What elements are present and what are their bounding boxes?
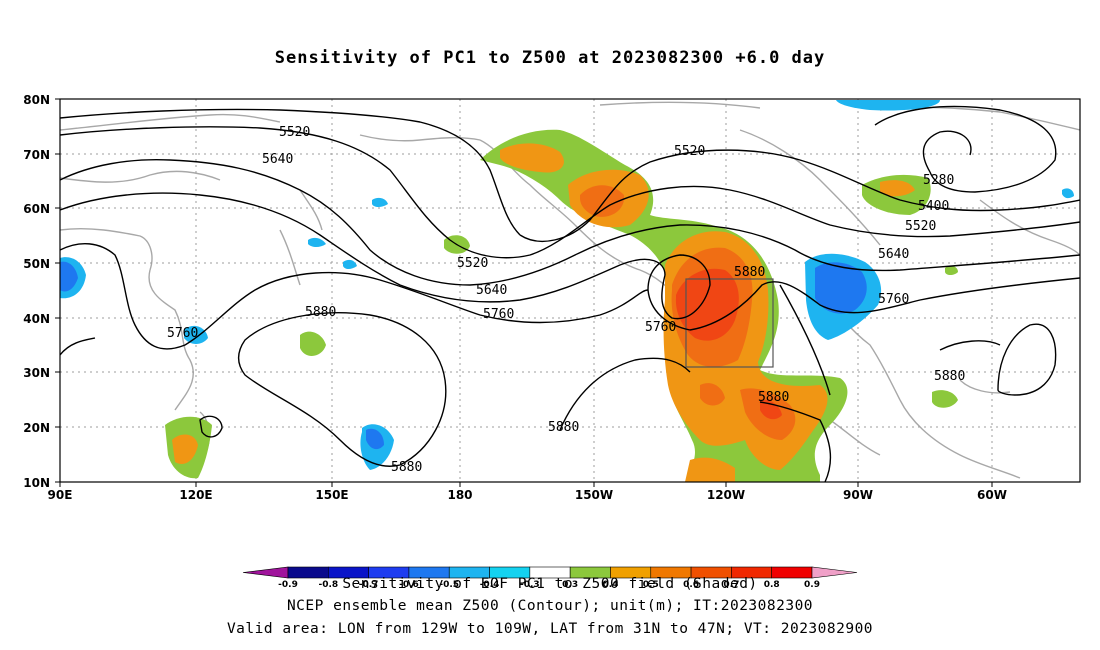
lon-tick-label: 90E <box>48 488 73 502</box>
lat-axis <box>55 98 60 483</box>
contour-label: 5880 <box>934 369 965 384</box>
lat-tick-label: 30N <box>23 366 50 380</box>
lat-tick-label: 50N <box>23 257 50 271</box>
lon-tick-label: 120W <box>707 488 745 502</box>
contour-label: 5640 <box>262 152 293 167</box>
contour-label: 5520 <box>457 256 488 271</box>
lat-tick-label: 10N <box>23 476 50 490</box>
colorbar-tick-label: -0.8 <box>318 580 338 590</box>
colorbar-tick-label: 0.9 <box>804 580 820 590</box>
colorbar-segment <box>811 566 858 579</box>
chart-title: Sensitivity of PC1 to Z500 at 2023082300… <box>274 48 826 68</box>
colorbar-tick-label: 0.5 <box>643 580 659 590</box>
contour-label: 5880 <box>391 460 422 475</box>
caption-contour: NCEP ensemble mean Z500 (Contour); unit(… <box>286 598 814 614</box>
colorbar: -0.9 -0.8 -0.7 -0.6 -0.5 -0.4 -0.3 0.3 0.4 0.5 0.6… <box>242 566 858 590</box>
contour-label: 5760 <box>483 307 514 322</box>
colorbar-tick-label: -0.9 <box>278 580 298 590</box>
contour-label: 5640 <box>878 247 909 262</box>
lat-tick-label: 20N <box>23 421 50 435</box>
contour-label: 5520 <box>905 219 936 234</box>
colorbar-tick-label: 0.4 <box>602 580 618 590</box>
shading-red-orange <box>675 268 782 420</box>
colorbar-tick-label: -0.5 <box>439 580 459 590</box>
lat-tick-label: 60N <box>23 202 50 216</box>
shading-negative <box>60 100 1074 470</box>
valid-area-box <box>685 278 774 368</box>
contour-label: 5400 <box>918 199 949 214</box>
z500-contours <box>60 105 1080 482</box>
caption-shading: Sensitivity of EOF PC1 to Z500 field (Sh… <box>342 576 758 592</box>
colorbar-tick-label: -0.6 <box>399 580 419 590</box>
plot-frame <box>59 98 1081 483</box>
contour-label: 5640 <box>476 283 507 298</box>
contour-label: 5880 <box>548 420 579 435</box>
colorbar-tick-label: -0.3 <box>520 580 540 590</box>
contour-label: 5760 <box>167 326 198 341</box>
contour-label: 5760 <box>878 292 909 307</box>
lon-tick-label: 120E <box>179 488 212 502</box>
lat-tick-label: 40N <box>23 312 50 326</box>
lat-tick-label: 80N <box>23 93 50 107</box>
colorbar-tick-label: -0.4 <box>480 580 500 590</box>
colorbar-tick-label: 0.3 <box>562 580 578 590</box>
caption-valid-area: Valid area: LON from 129W to 109W, LAT f… <box>226 621 874 637</box>
contour-label: 5760 <box>645 320 676 335</box>
colorbar-tick-label: -0.7 <box>359 580 379 590</box>
lat-tick-label: 70N <box>23 148 50 162</box>
contour-label: 5880 <box>758 390 789 405</box>
colorbar-tick-label: 0.6 <box>683 580 699 590</box>
contour-labels: 5520 5640 5520 5520 5280 5400 5520 5640 … <box>167 125 965 475</box>
lon-tick-label: 90W <box>843 488 873 502</box>
contour-label: 5280 <box>923 173 954 188</box>
lon-tick-label: 150W <box>575 488 613 502</box>
lon-tick-label: 180 <box>447 488 472 502</box>
lon-axis <box>59 482 993 487</box>
contour-label: 5520 <box>279 125 310 140</box>
lon-tick-label: 150E <box>315 488 348 502</box>
contour-label: 5880 <box>305 305 336 320</box>
contour-label: 5880 <box>734 265 765 280</box>
lon-tick-label: 60W <box>977 488 1007 502</box>
colorbar-tick-label: 0.7 <box>723 580 739 590</box>
contour-label: 5520 <box>674 144 705 159</box>
colorbar-tick-label: 0.8 <box>764 580 780 590</box>
